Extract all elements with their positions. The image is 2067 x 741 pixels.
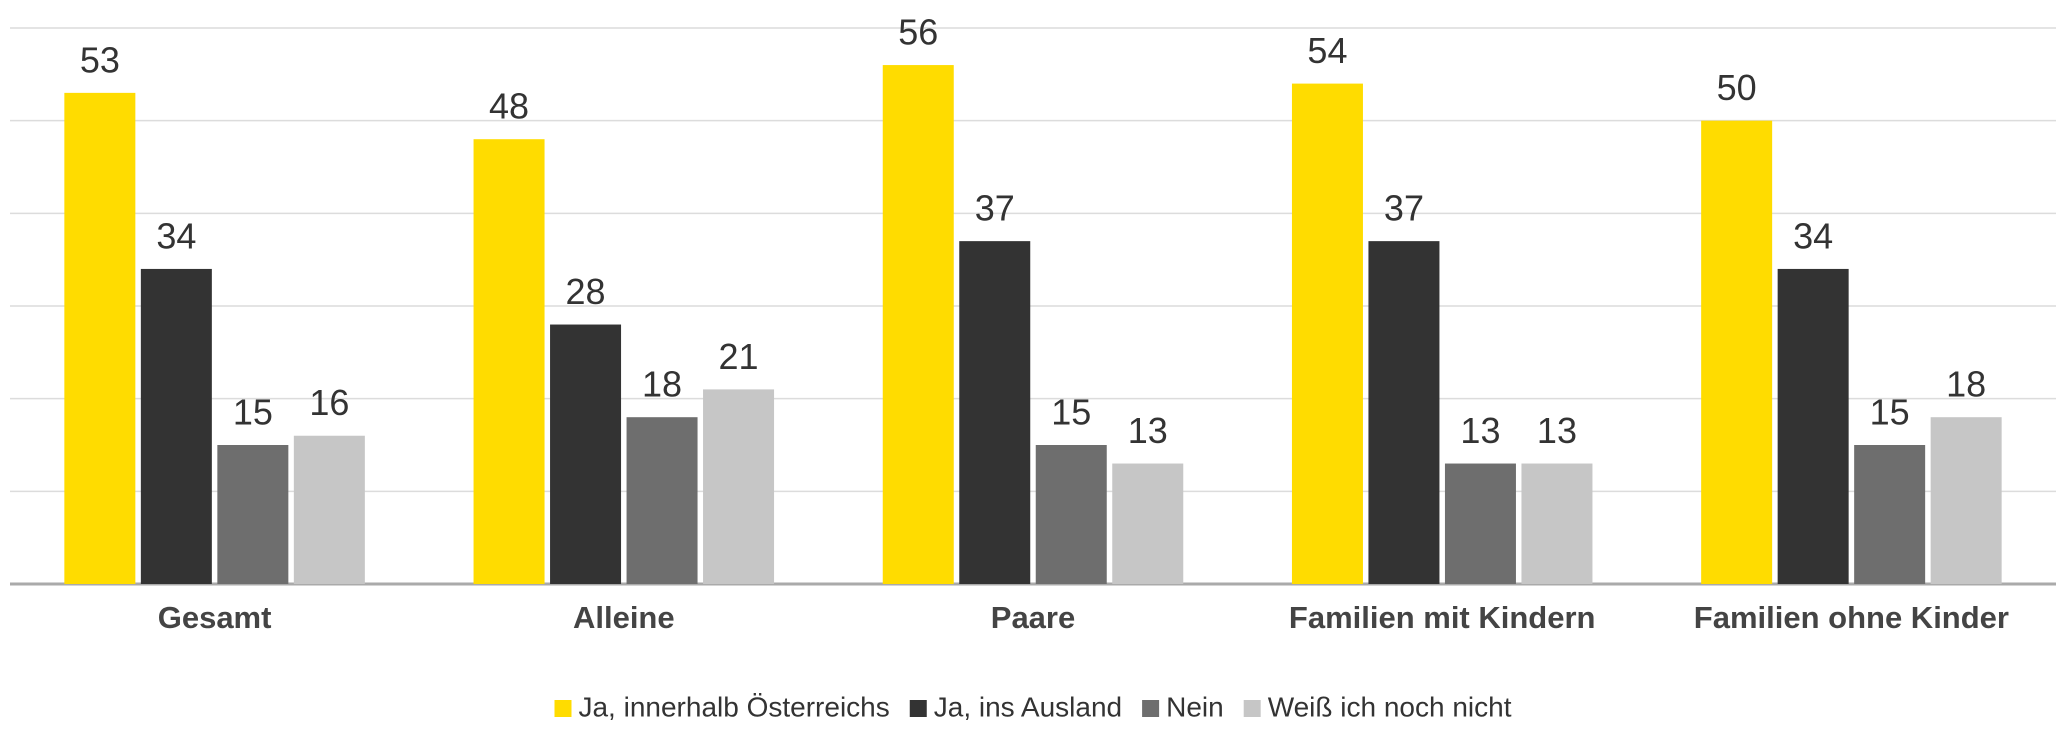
data-label: 18 (1946, 364, 1986, 405)
data-label: 56 (898, 12, 938, 53)
bar (1701, 120, 1773, 585)
bar (1521, 463, 1593, 584)
legend-swatch (554, 700, 572, 717)
bar (64, 92, 136, 584)
data-label: 13 (1537, 410, 1577, 451)
bar (1444, 463, 1516, 584)
bar (882, 65, 954, 585)
bar (703, 389, 775, 584)
data-label: 37 (975, 188, 1015, 229)
data-label: 34 (1793, 215, 1833, 256)
legend-label: Nein (1166, 691, 1224, 722)
bar (1112, 463, 1184, 584)
legend-label: Ja, ins Ausland (934, 691, 1122, 722)
data-label: 13 (1128, 410, 1168, 451)
bar (293, 435, 365, 584)
data-label: 15 (1051, 392, 1091, 433)
bar (626, 417, 698, 584)
bar (473, 139, 545, 584)
data-label: 18 (642, 364, 682, 405)
bar (217, 445, 289, 584)
bar (959, 241, 1031, 584)
legend-swatch (909, 700, 927, 717)
data-label: 15 (233, 392, 273, 433)
data-label: 21 (719, 336, 759, 377)
data-label: 50 (1717, 67, 1757, 108)
data-label: 54 (1307, 30, 1347, 71)
bar (1854, 445, 1926, 584)
data-label: 16 (309, 382, 349, 423)
data-label: 13 (1460, 410, 1500, 451)
bar (140, 268, 212, 584)
data-label: 15 (1870, 392, 1910, 433)
bar (550, 324, 622, 584)
data-label: 34 (156, 215, 196, 256)
data-label: 48 (489, 86, 529, 127)
x-tick-label: Familien ohne Kinder (1694, 600, 2009, 635)
x-tick-label: Familien mit Kindern (1289, 600, 1596, 635)
bar (1777, 268, 1849, 584)
x-tick-label: Gesamt (158, 600, 272, 635)
x-tick-label: Paare (991, 600, 1075, 635)
bar (1035, 445, 1107, 584)
legend-swatch (1243, 700, 1261, 717)
bar (1930, 417, 2002, 584)
legend-label: Weiß ich noch nicht (1268, 691, 1512, 722)
data-label: 53 (80, 39, 120, 80)
x-tick-label: Alleine (573, 600, 675, 635)
bar (1291, 83, 1363, 584)
bar (1368, 241, 1440, 584)
legend-label: Ja, innerhalb Österreichs (578, 691, 889, 722)
data-label: 28 (566, 271, 606, 312)
data-label: 37 (1384, 188, 1424, 229)
legend-swatch (1142, 700, 1160, 717)
